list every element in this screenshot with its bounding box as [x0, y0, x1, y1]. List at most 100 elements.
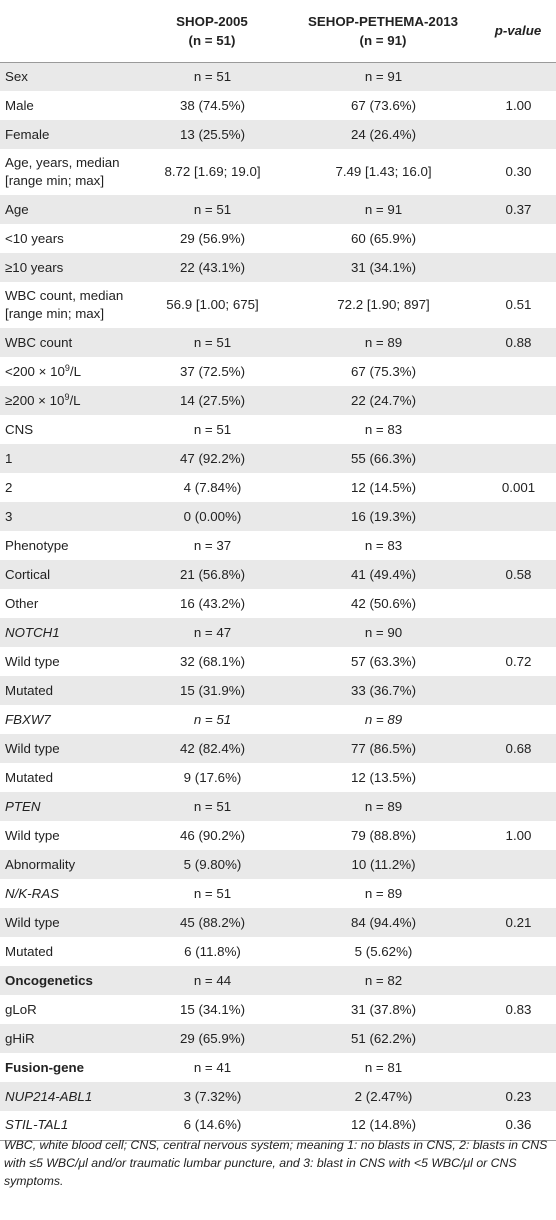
- row-label: Sex: [5, 68, 28, 84]
- cell-p-value: 0.72: [505, 653, 532, 669]
- cell-shop-2005: 3 (7.32%): [183, 1088, 242, 1104]
- table-row: Wild type 32 (68.1%) 57 (63.3%) 0.72: [0, 647, 556, 676]
- cell-p-value: [480, 589, 556, 618]
- table-row: N/K-RAS n = 51 n = 89: [0, 879, 556, 908]
- cell-p-value: [480, 792, 556, 821]
- cell-p-value: [480, 676, 556, 705]
- table-row: 1 47 (92.2%) 55 (66.3%): [0, 444, 556, 473]
- cell-sehop-pethema-2013: 67 (73.6%): [350, 97, 417, 113]
- cell-shop-2005: n = 51: [193, 201, 232, 217]
- cell-p-value: [480, 763, 556, 792]
- cell-sehop-pethema-2013: 72.2 [1.90; 897]: [337, 297, 430, 312]
- cell-shop-2005: 46 (90.2%): [179, 827, 246, 843]
- cell-p-value: [480, 224, 556, 253]
- row-label: Age: [5, 201, 29, 217]
- cell-p-value: 0.001: [501, 479, 536, 495]
- cell-sehop-pethema-2013: n = 91: [364, 68, 403, 84]
- table-row: Mutated 9 (17.6%) 12 (13.5%): [0, 763, 556, 792]
- cell-sehop-pethema-2013: 10 (11.2%): [351, 856, 416, 872]
- cell-p-value: [480, 937, 556, 966]
- table-row: Sex n = 51 n = 91: [0, 62, 556, 91]
- row-label: Age, years, median [range min; max]: [5, 155, 120, 188]
- header-shop-2005-n: (n = 51): [188, 32, 236, 48]
- row-label: gHiR: [5, 1030, 35, 1046]
- cell-sehop-pethema-2013: n = 83: [364, 537, 403, 553]
- table-header-row: SHOP-2005 (n = 51) SEHOP-PETHEMA-2013 (n…: [0, 0, 556, 63]
- table-row: Wild type 42 (82.4%) 77 (86.5%) 0.68: [0, 734, 556, 763]
- cell-sehop-pethema-2013: 55 (66.3%): [350, 450, 417, 466]
- cell-sehop-pethema-2013: n = 81: [364, 1059, 403, 1075]
- cell-sehop-pethema-2013: n = 83: [364, 421, 403, 437]
- row-label: STIL-TAL1: [5, 1117, 69, 1133]
- header-sehop-pethema-2013-n: (n = 91): [359, 32, 407, 48]
- cell-shop-2005: 47 (92.2%): [179, 450, 246, 466]
- row-label: WBC count, median [range min; max]: [5, 288, 124, 321]
- cell-p-value: [480, 1024, 556, 1053]
- cell-sehop-pethema-2013: 12 (14.5%): [350, 479, 417, 495]
- table-row: PTEN n = 51 n = 89: [0, 792, 556, 821]
- cell-sehop-pethema-2013: 84 (94.4%): [350, 914, 417, 930]
- cell-p-value: [480, 705, 556, 734]
- cell-shop-2005: 9 (17.6%): [183, 769, 242, 785]
- row-label: Mutated: [5, 943, 54, 959]
- table-row: STIL-TAL1 6 (14.6%) 12 (14.8%) 0.36: [0, 1111, 556, 1140]
- cell-shop-2005: 56.9 [1.00; 675]: [166, 297, 259, 312]
- cohort-comparison-table: SHOP-2005 (n = 51) SEHOP-PETHEMA-2013 (n…: [0, 0, 556, 1140]
- row-label: 1: [5, 450, 13, 466]
- row-label: Phenotype: [5, 537, 69, 553]
- table-row: Abnormality 5 (9.80%) 10 (11.2%): [0, 850, 556, 879]
- table-footnote: WBC, white blood cell; CNS, central nerv…: [4, 1138, 548, 1188]
- cell-sehop-pethema-2013: n = 89: [364, 798, 403, 814]
- cell-sehop-pethema-2013: n = 89: [364, 885, 403, 901]
- cell-sehop-pethema-2013: 60 (65.9%): [350, 230, 417, 246]
- table-row: FBXW7 n = 51 n = 89: [0, 705, 556, 734]
- cell-sehop-pethema-2013: n = 82: [364, 972, 403, 988]
- cell-shop-2005: 37 (72.5%): [179, 363, 246, 379]
- header-variable: [0, 0, 138, 63]
- cell-shop-2005: 0 (0.00%): [183, 508, 242, 524]
- table-row: <200 × 109/L 37 (72.5%) 67 (75.3%): [0, 357, 556, 386]
- row-label: N/K-RAS: [5, 885, 59, 901]
- cell-p-value: [480, 120, 556, 149]
- table-row: ≥200 × 109/L 14 (27.5%) 22 (24.7%): [0, 386, 556, 415]
- cell-sehop-pethema-2013: 5 (5.62%): [354, 943, 413, 959]
- row-label: ≥10 years: [5, 259, 64, 275]
- table-row: 2 4 (7.84%) 12 (14.5%) 0.001: [0, 473, 556, 502]
- cell-shop-2005: 22 (43.1%): [179, 259, 246, 275]
- cell-p-value: [480, 62, 556, 91]
- cell-sehop-pethema-2013: 79 (88.8%): [350, 827, 417, 843]
- cell-shop-2005: n = 51: [193, 334, 232, 350]
- cell-p-value: [480, 618, 556, 647]
- cell-shop-2005: 15 (34.1%): [179, 1001, 246, 1017]
- row-label: WBC count: [5, 334, 73, 350]
- table-row: <10 years 29 (56.9%) 60 (65.9%): [0, 224, 556, 253]
- cell-shop-2005: 45 (88.2%): [179, 914, 246, 930]
- cell-sehop-pethema-2013: 12 (14.8%): [350, 1117, 417, 1133]
- cell-shop-2005: 6 (14.6%): [183, 1117, 242, 1133]
- cell-p-value: [480, 415, 556, 444]
- cell-p-value: [480, 531, 556, 560]
- cell-sehop-pethema-2013: 24 (26.4%): [350, 126, 417, 142]
- header-sehop-pethema-2013-name: SEHOP-PETHEMA-2013: [308, 13, 458, 29]
- table-row: Phenotype n = 37 n = 83: [0, 531, 556, 560]
- table-row: Oncogenetics n = 44 n = 82: [0, 966, 556, 995]
- cell-p-value: 0.21: [505, 914, 532, 930]
- cell-p-value: 0.51: [505, 297, 532, 312]
- cell-sehop-pethema-2013: 51 (62.2%): [350, 1030, 417, 1046]
- cell-shop-2005: n = 51: [193, 421, 232, 437]
- cell-p-value: [480, 502, 556, 531]
- cell-sehop-pethema-2013: 31 (34.1%): [350, 259, 417, 275]
- cell-sehop-pethema-2013: 41 (49.4%): [350, 566, 417, 582]
- cell-sehop-pethema-2013: 22 (24.7%): [350, 392, 417, 408]
- table-row: Age n = 51 n = 91 0.37: [0, 195, 556, 224]
- row-label: CNS: [5, 421, 34, 437]
- table-row: Wild type 45 (88.2%) 84 (94.4%) 0.21: [0, 908, 556, 937]
- cell-shop-2005: n = 51: [193, 798, 232, 814]
- table-row: Mutated 6 (11.8%) 5 (5.62%): [0, 937, 556, 966]
- cell-shop-2005: 32 (68.1%): [179, 653, 246, 669]
- cell-sehop-pethema-2013: n = 91: [364, 201, 403, 217]
- table-row: Fusion-gene n = 41 n = 81: [0, 1053, 556, 1082]
- table-row: Wild type 46 (90.2%) 79 (88.8%) 1.00: [0, 821, 556, 850]
- cell-sehop-pethema-2013: 16 (19.3%): [350, 508, 417, 524]
- cell-p-value: 1.00: [505, 97, 532, 113]
